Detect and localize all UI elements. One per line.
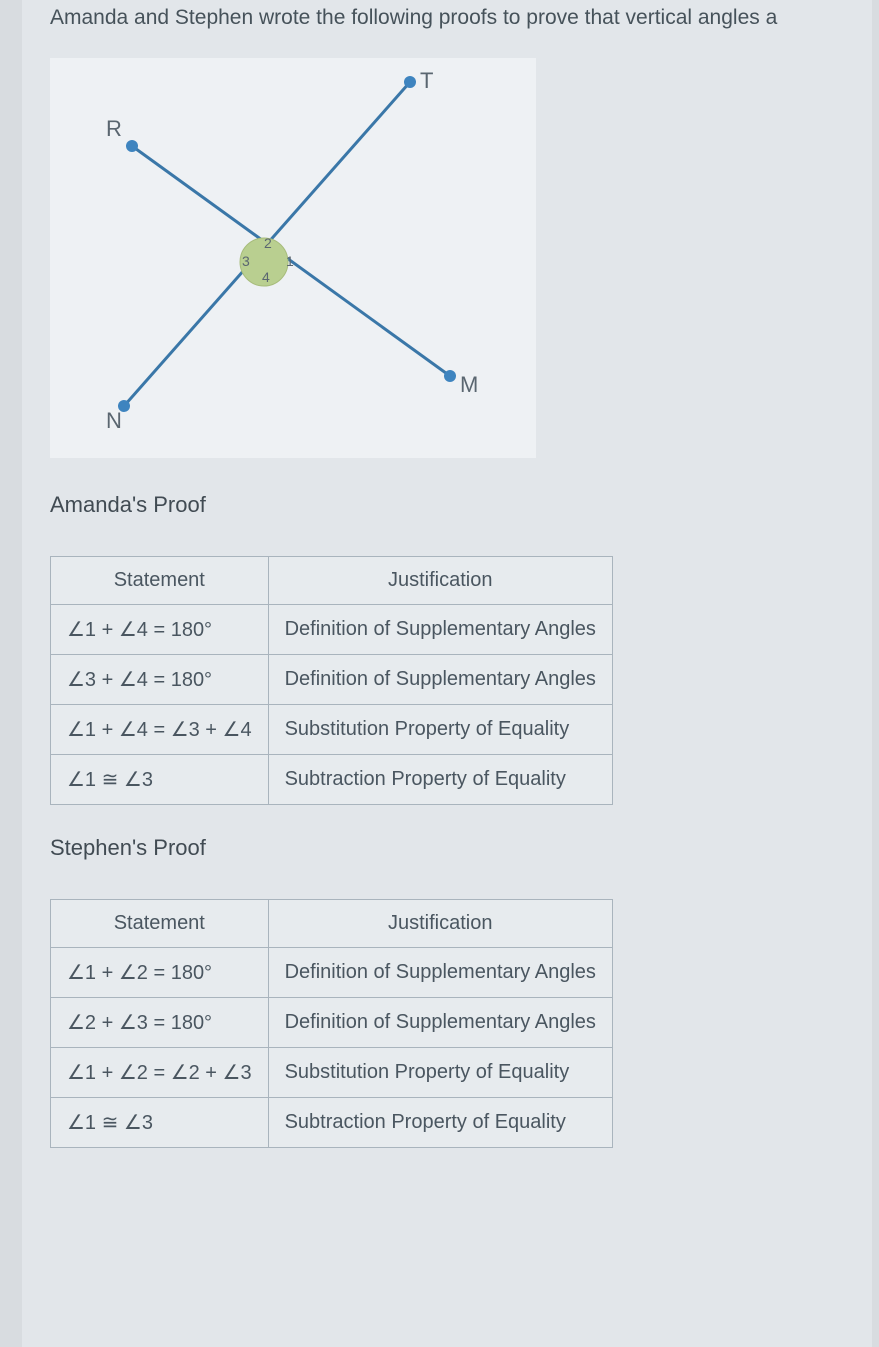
statement-cell: ∠1 + ∠2 = ∠2 + ∠3: [51, 1048, 269, 1098]
label-T: T: [420, 68, 433, 93]
label-R: R: [106, 116, 122, 141]
table-row: ∠1 + ∠4 = ∠3 + ∠4 Substitution Property …: [51, 705, 613, 755]
point-R: [126, 140, 138, 152]
amanda-proof-table: Statement Justification ∠1 + ∠4 = 180° D…: [50, 556, 613, 805]
statement-cell: ∠1 ≅ ∠3: [51, 1098, 269, 1148]
justification-cell: Definition of Supplementary Angles: [268, 655, 612, 705]
table-row: ∠1 + ∠2 = ∠2 + ∠3 Substitution Property …: [51, 1048, 613, 1098]
point-T: [404, 76, 416, 88]
worksheet-page: Amanda and Stephen wrote the following p…: [22, 0, 872, 1347]
label-M: M: [460, 372, 478, 397]
table-header-row: Statement Justification: [51, 900, 613, 948]
col-justification: Justification: [268, 900, 612, 948]
justification-cell: Substitution Property of Equality: [268, 1048, 612, 1098]
statement-cell: ∠1 + ∠4 = 180°: [51, 605, 269, 655]
angle-diagram: 1 2 3 4 R T N M: [50, 58, 536, 458]
statement-cell: ∠2 + ∠3 = 180°: [51, 998, 269, 1048]
table-row: ∠1 ≅ ∠3 Subtraction Property of Equality: [51, 755, 613, 805]
table-header-row: Statement Justification: [51, 557, 613, 605]
diagram-svg: 1 2 3 4 R T N M: [50, 58, 536, 458]
table-row: ∠2 + ∠3 = 180° Definition of Supplementa…: [51, 998, 613, 1048]
point-M: [444, 370, 456, 382]
justification-cell: Substitution Property of Equality: [268, 705, 612, 755]
stephen-proof-table: Statement Justification ∠1 + ∠2 = 180° D…: [50, 899, 613, 1148]
table-row: ∠3 + ∠4 = 180° Definition of Supplementa…: [51, 655, 613, 705]
angle-2-label: 2: [264, 235, 272, 251]
table-row: ∠1 ≅ ∠3 Subtraction Property of Equality: [51, 1098, 613, 1148]
statement-cell: ∠1 + ∠4 = ∠3 + ∠4: [51, 705, 269, 755]
stephen-heading: Stephen's Proof: [50, 835, 852, 861]
table-row: ∠1 + ∠2 = 180° Definition of Supplementa…: [51, 948, 613, 998]
justification-cell: Definition of Supplementary Angles: [268, 948, 612, 998]
justification-cell: Subtraction Property of Equality: [268, 755, 612, 805]
col-justification: Justification: [268, 557, 612, 605]
justification-cell: Definition of Supplementary Angles: [268, 605, 612, 655]
amanda-heading: Amanda's Proof: [50, 492, 852, 518]
col-statement: Statement: [51, 557, 269, 605]
statement-cell: ∠1 ≅ ∠3: [51, 755, 269, 805]
statement-cell: ∠1 + ∠2 = 180°: [51, 948, 269, 998]
justification-cell: Subtraction Property of Equality: [268, 1098, 612, 1148]
label-N: N: [106, 408, 122, 433]
col-statement: Statement: [51, 900, 269, 948]
statement-cell: ∠3 + ∠4 = 180°: [51, 655, 269, 705]
angle-4-label: 4: [262, 269, 270, 285]
question-text: Amanda and Stephen wrote the following p…: [50, 6, 852, 30]
angle-1-label: 1: [286, 253, 294, 269]
table-row: ∠1 + ∠4 = 180° Definition of Supplementa…: [51, 605, 613, 655]
justification-cell: Definition of Supplementary Angles: [268, 998, 612, 1048]
angle-3-label: 3: [242, 253, 250, 269]
